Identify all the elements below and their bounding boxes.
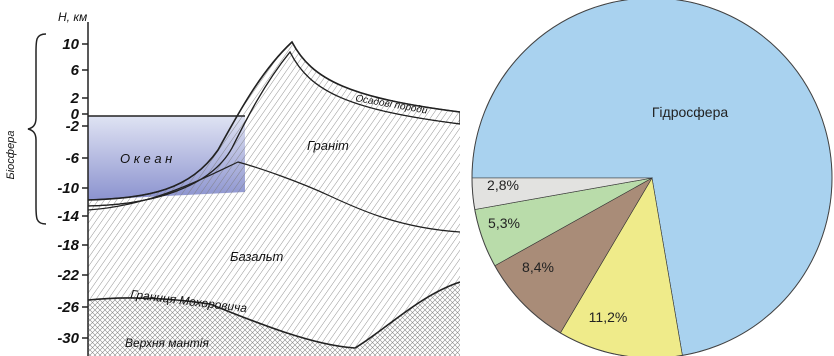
axis-tick-label: 2 bbox=[70, 90, 80, 107]
label-5-3: 5,3% bbox=[488, 215, 520, 231]
axis-tick-label: 0 bbox=[71, 106, 80, 123]
hydrosphere-pie-chart: Гідросфера 11,2% 8,4% 5,3% 2,8% bbox=[471, 0, 833, 356]
axis-tick-label: -14 bbox=[57, 208, 79, 225]
pie-outline bbox=[471, 0, 833, 356]
basalt-label: Базальт bbox=[230, 249, 284, 264]
axis-tick-label: -18 bbox=[57, 237, 79, 254]
label-11-2: 11,2% bbox=[589, 309, 628, 325]
axis-tick-label: -30 bbox=[57, 330, 79, 347]
axis-tick-label: -22 bbox=[57, 267, 79, 284]
label-hydrosphere: Гідросфера bbox=[652, 104, 729, 120]
biosphere-brace bbox=[27, 33, 47, 225]
moho-line bbox=[88, 281, 460, 349]
granite-top-line bbox=[88, 50, 460, 207]
earth-crust-section: 10 6 20-2 -6 -10 -14 -18 -22 -26 -30 H, км Біосфе… bbox=[5, 10, 460, 356]
basalt-layer bbox=[88, 162, 460, 348]
granite-label: Граніт bbox=[307, 138, 349, 153]
ocean-floor-line bbox=[88, 40, 460, 201]
label-8-4: 8,4% bbox=[522, 259, 554, 275]
granite-basalt-line bbox=[88, 161, 460, 233]
mantle-label: Верхня мантія bbox=[125, 336, 209, 350]
axis-tick-label: 6 bbox=[71, 62, 80, 79]
axis-tick-label: -26 bbox=[57, 299, 79, 316]
label-2-8: 2,8% bbox=[487, 177, 519, 193]
axis-tick-label: 10 bbox=[62, 36, 79, 53]
ocean-label: О к е а н bbox=[120, 151, 172, 166]
axis-tick-label: -2 bbox=[66, 118, 80, 135]
axis-tick-label: -6 bbox=[66, 150, 80, 167]
axis-title: H, км bbox=[58, 10, 87, 24]
granite-layer bbox=[88, 52, 460, 232]
biosphere-label: Біосфера bbox=[5, 131, 17, 180]
axis-tick-label: -10 bbox=[57, 180, 79, 197]
